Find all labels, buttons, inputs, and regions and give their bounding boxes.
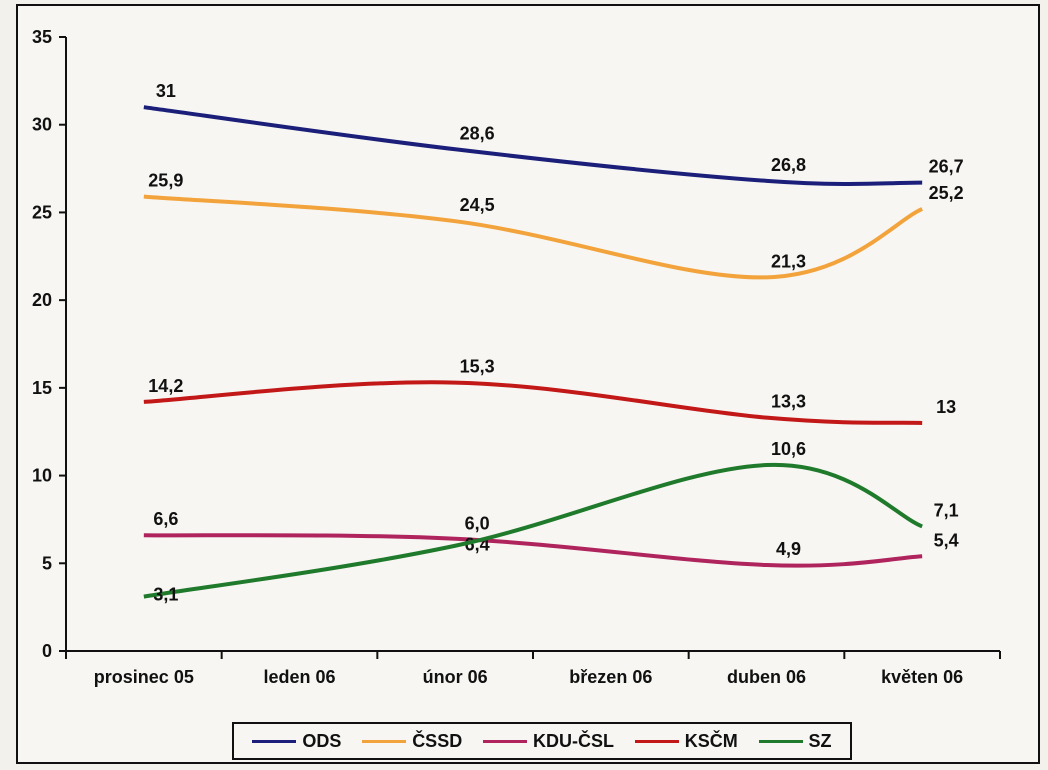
data-label: 5,4 — [934, 530, 959, 550]
y-tick-label: 10 — [32, 466, 52, 486]
data-label: 13,3 — [771, 392, 806, 412]
series-line-kdu-csl — [143, 533, 923, 568]
legend-item-cssd: ČSSD — [362, 731, 462, 752]
series-line-ods — [143, 105, 923, 186]
y-tick-label: 35 — [32, 27, 52, 47]
y-tick-label: 30 — [32, 115, 52, 135]
data-label: 3,1 — [153, 585, 178, 605]
data-label: 14,2 — [148, 376, 183, 396]
x-tick-label: březen 06 — [569, 667, 652, 687]
legend-swatch-ods — [252, 739, 297, 743]
data-label: 26,7 — [929, 157, 964, 177]
data-label: 13 — [936, 397, 956, 417]
legend-label-ods: ODS — [302, 730, 342, 751]
legend-label-kdu-csl: KDU-ČSL — [532, 730, 614, 751]
legend-item-kdu-csl: KDU-ČSL — [482, 730, 614, 752]
legend-swatch-sz — [758, 739, 803, 743]
series-line-sz — [143, 463, 923, 599]
chart-frame — [16, 4, 1040, 764]
data-label: 6,6 — [153, 509, 178, 529]
data-label: 26,8 — [771, 155, 806, 175]
data-label: 28,6 — [460, 123, 495, 143]
data-label: 25,9 — [148, 171, 183, 191]
legend-item-sz: SZ — [758, 730, 832, 752]
data-label: 21,3 — [771, 251, 806, 271]
y-tick-label: 5 — [42, 553, 52, 573]
y-tick-label: 15 — [32, 378, 52, 398]
legend-swatch-kscm — [634, 739, 679, 743]
x-tick-label: leden 06 — [263, 667, 335, 687]
y-tick-label: 0 — [42, 641, 52, 661]
data-label: 6,0 — [465, 514, 490, 534]
legend-label-sz: SZ — [808, 730, 832, 751]
x-tick-label: únor 06 — [423, 667, 488, 687]
x-tick-label: duben 06 — [727, 667, 806, 687]
data-label: 7,1 — [934, 500, 959, 520]
legend-item-kscm: KSČM — [634, 730, 738, 752]
series-line-cssd — [143, 194, 924, 280]
data-label: 24,5 — [460, 195, 495, 215]
legend-swatch-cssd — [362, 739, 407, 743]
legend-label-kscm: KSČM — [684, 730, 738, 751]
data-label: 4,9 — [776, 539, 801, 559]
data-label: 10,6 — [771, 439, 806, 459]
data-label: 15,3 — [460, 357, 495, 377]
legend-item-ods: ODS — [252, 731, 341, 752]
series-line-kscm — [143, 380, 923, 425]
y-tick-label: 25 — [32, 202, 52, 222]
x-tick-label: květen 06 — [881, 667, 963, 687]
legend-label-cssd: ČSSD — [412, 730, 463, 751]
data-label: 31 — [156, 81, 176, 101]
legend-swatch-kdu-csl — [482, 739, 527, 743]
legend: ODS ČSSD KDU-ČSL KSČM SZ — [232, 722, 852, 760]
y-tick-label: 20 — [32, 290, 52, 310]
x-tick-label: prosinec 05 — [94, 667, 194, 687]
data-label: 25,2 — [929, 183, 964, 203]
